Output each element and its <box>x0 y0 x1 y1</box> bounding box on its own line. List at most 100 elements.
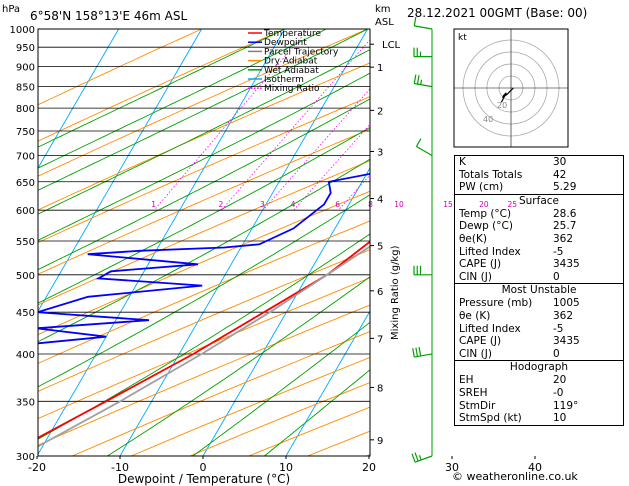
dry-adiabat-line <box>38 277 370 420</box>
mixing-ratio-label: 6 <box>335 200 340 209</box>
mixing-ratio-label: 4 <box>291 200 296 209</box>
index-value: 3435 <box>553 258 580 271</box>
index-row: PW (cm) 5.29 <box>455 181 623 194</box>
wind-barb-flag <box>414 452 419 462</box>
mixing-ratio-label: 3 <box>260 200 265 209</box>
index-value: 42 <box>553 168 567 181</box>
pressure-tick-label: 300 <box>16 452 35 463</box>
legend-label: Mixing Ratio <box>264 84 320 94</box>
pressure-tick-label: 950 <box>16 43 35 54</box>
index-row: θe(K) 362 <box>455 233 623 246</box>
wind-barb-flag <box>413 74 417 84</box>
wind-barb-flag <box>412 348 415 358</box>
dry-adiabat-line <box>38 220 370 364</box>
wind-barb-flag <box>415 138 422 147</box>
index-value: -5 <box>553 322 564 335</box>
indices-hodo-box: Hodograph EH 20 SREH -0 StmDir 119° StmSpd (kt… <box>454 360 624 426</box>
index-label: Temp (°C) <box>459 207 512 220</box>
wind-barb-flag <box>418 347 422 357</box>
km-tick-label: 2 <box>377 106 383 117</box>
mixing-ratio-line <box>293 123 370 211</box>
index-label: θe(K) <box>459 232 487 245</box>
mixing-ratio-label: 8 <box>368 200 373 209</box>
pressure-tick-label: 900 <box>16 62 35 73</box>
temp-tick-label: 30 <box>445 461 459 474</box>
mixing-ratio-line <box>153 29 309 211</box>
index-row: CAPE (J) 3435 <box>455 335 623 348</box>
mixing-ratio-label: 2 <box>218 200 223 209</box>
legend-label: Dewpoint <box>264 38 307 48</box>
indices-surface-box: Surface Temp (°C) 28.6 Dewp (°C) 25.7 θe(K) 3… <box>454 193 624 285</box>
index-value: 28.6 <box>553 207 577 220</box>
temp-tick-label: 20 <box>362 461 376 474</box>
pressure-tick-label: 750 <box>16 127 35 138</box>
pressure-tick-label: 400 <box>16 350 35 361</box>
km-unit-label: km <box>375 4 391 15</box>
index-value: 119° <box>553 399 579 412</box>
indices-panel: K 30 Totals Totals 42 PW (cm) 5.29 Surface Te… <box>454 155 624 426</box>
wet-adiabat-line <box>192 321 370 456</box>
index-row: CIN (J) 0 <box>455 271 623 284</box>
date-label: 28.12.2021 00GMT (Base: 00) <box>407 6 588 20</box>
series-line-parcel-trajectory <box>38 245 370 448</box>
index-label: Lifted Index <box>459 245 521 258</box>
index-row: Lifted Index -5 <box>455 323 623 336</box>
index-value: 25.7 <box>553 220 577 233</box>
index-row: StmDir 119° <box>455 400 623 413</box>
hodo-title: Hodograph <box>509 361 569 374</box>
series-line-temperature <box>38 240 370 439</box>
wind-barb <box>414 353 433 358</box>
km-tick-label: LCL <box>382 40 401 51</box>
index-value: 1005 <box>553 297 580 310</box>
wind-barb-flag <box>418 455 422 461</box>
index-label: StmSpd (kt) <box>459 412 522 425</box>
pressure-tick-label: 650 <box>16 178 35 189</box>
indices-mu-box: Most Unstable Pressure (mb) 1005 θe (K) 362… <box>454 283 624 362</box>
mixing-ratio-label: 1 <box>151 200 156 209</box>
index-row: Lifted Index -5 <box>455 246 623 259</box>
index-label: PW (cm) <box>459 181 504 194</box>
pressure-tick-label: 350 <box>16 397 35 408</box>
index-label: CAPE (J) <box>459 335 502 348</box>
index-label: CIN (J) <box>459 347 492 360</box>
isotherm-line <box>38 29 203 313</box>
km-tick-label: 5 <box>377 242 383 253</box>
km-tick-label: 3 <box>377 147 383 158</box>
hodograph-ring-label: 20 <box>497 101 507 110</box>
index-label: θe (K) <box>459 309 491 322</box>
dry-adiabat-line <box>38 29 368 177</box>
temp-tick-label: 40 <box>528 461 542 474</box>
legend-label: Parcel Trajectory <box>264 47 339 57</box>
index-value: 0 <box>553 270 560 283</box>
index-row: K 30 <box>455 156 623 169</box>
index-value: 3435 <box>553 335 580 348</box>
dry-adiabat-line <box>38 29 285 142</box>
wet-adiabat-line <box>38 29 327 169</box>
wind-barb-flag <box>413 16 417 26</box>
km-tick-label: 9 <box>377 436 383 447</box>
asl-label: ASL <box>375 17 394 28</box>
legend-label: Dry Adiabat <box>264 57 318 67</box>
legend-label: Wet Adiabat <box>264 66 319 76</box>
wet-adiabat-line <box>38 194 370 388</box>
index-label: CAPE (J) <box>459 258 502 271</box>
mixing-ratio-label: 20 <box>479 200 489 209</box>
series-line-dewpoint <box>38 172 370 345</box>
index-row: SREH -0 <box>455 387 623 400</box>
surface-title: Surface <box>518 194 559 207</box>
pressure-tick-label: 700 <box>16 151 35 162</box>
dry-adiabat-line <box>72 331 370 456</box>
plot-area <box>38 29 370 456</box>
index-value: 30 <box>553 156 567 168</box>
index-value: 0 <box>553 347 560 360</box>
index-label: Totals Totals <box>459 168 523 181</box>
hodograph-trace <box>500 87 514 103</box>
pressure-tick-label: 500 <box>16 271 35 282</box>
wind-barb <box>416 145 433 157</box>
mixing-ratio-label: 15 <box>443 200 453 209</box>
temp-tick-label: -20 <box>28 461 46 474</box>
station-label: 6°58'N 158°13'E 46m ASL <box>30 9 187 23</box>
km-tick-label: 7 <box>377 334 383 345</box>
